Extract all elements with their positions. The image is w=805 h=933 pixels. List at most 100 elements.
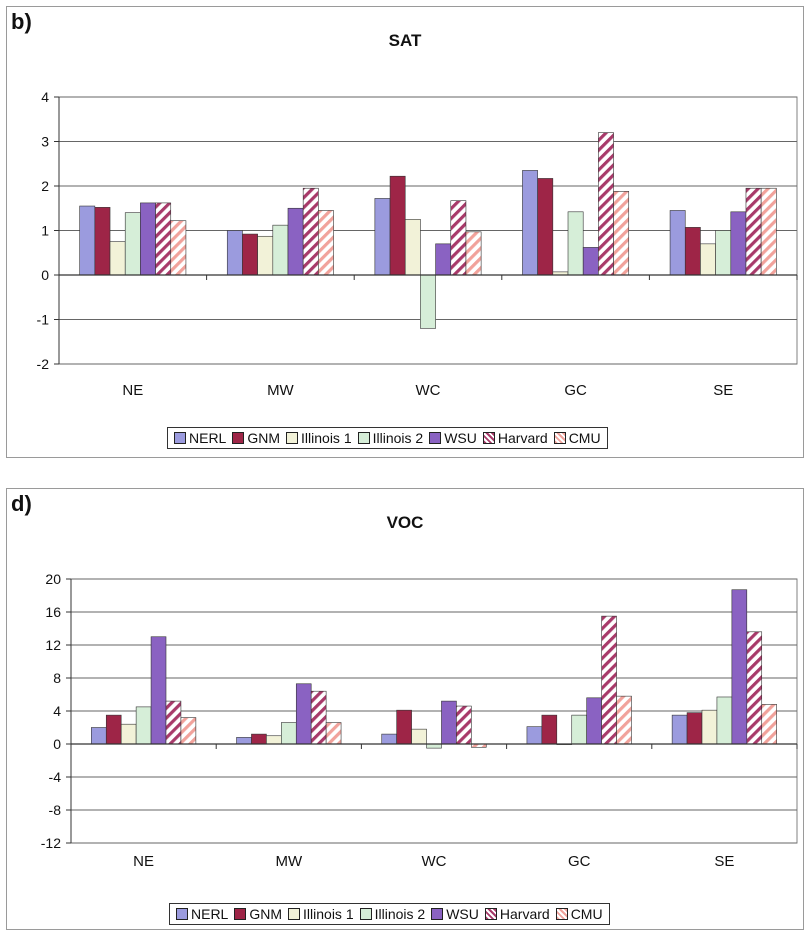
legend-label: Illinois 2 [374,906,426,922]
y-tick-label: -2 [37,356,50,372]
bar-wc-wsu [435,243,452,276]
legend-swatch [357,432,370,444]
sat-chart-panel: b) SAT -2 -1 0 1 2 3 4 NE MW WC GC SE NERL GNM Illino… [6,6,804,458]
bar-mw-gnm [251,733,267,745]
bar-mw-nerl [226,230,243,276]
legend-label: Harvard [499,906,550,922]
bar-mw-illinois-1 [257,235,274,276]
bar-ne-illinois-1 [120,723,137,745]
bar-ne-cmu [170,220,187,276]
legend-item-harvard: Harvard [482,430,548,446]
legend-item-illinois-2: Illinois 2 [357,430,424,446]
bar-gc-wsu [582,247,599,276]
y-tick-label: 0 [53,736,61,752]
bar-wc-gnm [389,175,406,276]
legend-item-gnm: GNM [234,906,282,922]
bar-wc-illinois-2 [420,274,436,329]
chart-legend: NERL GNM Illinois 1 Illinois 2 WSU Harvard CMU [169,903,610,925]
panel-label: b) [11,9,32,34]
legend-swatch [176,908,188,920]
legend-item-illinois-1: Illinois 1 [288,906,354,922]
legend-label: Harvard [497,430,548,446]
y-tick-label: 20 [45,571,61,587]
bar-ne-nerl [79,205,96,276]
panel-label: d) [11,491,32,516]
legend-item-cmu: CMU [555,906,603,922]
legend-swatch [431,908,444,920]
legend-label: Illinois 2 [372,430,424,446]
category-label-se: SE [713,382,733,399]
y-tick-label: -4 [49,769,62,785]
bar-wc-illinois-1 [411,728,427,745]
bar-mw-wsu [295,683,312,745]
bar-mw-illinois-2 [272,224,289,276]
bar-ne-wsu [150,636,167,745]
bar-mw-illinois-2 [281,722,297,745]
chart-legend: NERL GNM Illinois 1 Illinois 2 WSU Harvard CMU [167,427,608,449]
bar-ne-gnm [105,714,122,745]
bar-se-illinois-2 [716,696,733,745]
bar-gc-illinois-2 [567,211,584,276]
legend-item-illinois-1: Illinois 1 [286,430,352,446]
y-tick-label: 8 [53,670,61,686]
bar-wc-illinois-1 [404,219,421,276]
legend-swatch [286,432,299,444]
y-tick-label: 4 [53,703,61,719]
category-label-ne: NE [122,382,143,399]
legend-label: Illinois 1 [301,430,352,446]
chart-title: SAT [388,31,422,50]
category-label-se: SE [714,853,734,870]
legend-label: Illinois 1 [303,906,354,922]
legend-label: WSU [446,906,479,922]
bar-mw-harvard [302,187,319,276]
bar-se-harvard [746,631,763,745]
bar-gc-cmu [616,695,632,745]
bar-mw-harvard [310,690,327,745]
legend-label: GNM [249,906,283,922]
bar-ne-gnm [94,207,111,276]
y-tick-label: 4 [41,89,49,105]
legend-label: WSU [444,430,477,446]
legend-swatch [555,908,568,920]
bar-ne-illinois-2 [135,706,152,745]
chart-title: VOC [386,513,424,532]
bar-se-illinois-1 [700,243,716,276]
legend-label: GNM [247,430,281,446]
bar-se-illinois-1 [701,709,718,745]
bar-wc-illinois-2 [426,743,442,749]
bar-ne-nerl [91,727,107,745]
bar-wc-harvard [456,705,472,745]
category-label-mw: MW [267,382,294,399]
legend-item-harvard: Harvard [484,906,550,922]
bar-gc-gnm [537,178,554,276]
bar-wc-gnm [396,709,412,745]
category-label-wc: WC [422,853,447,870]
voc-chart-plot: -12 -8 -4 0 4 8 12 16 20 NE MW WC GC SE [41,571,798,870]
legend-label: NERL [189,430,227,446]
bar-se-gnm [684,227,701,276]
legend-swatch [359,908,372,920]
legend-item-wsu: WSU [431,906,479,922]
legend-swatch [232,432,245,444]
legend-swatch [174,432,186,444]
bar-se-cmu [760,187,777,276]
bar-mw-nerl [236,737,252,745]
bar-wc-cmu [465,231,482,276]
bar-gc-harvard [598,132,614,276]
bar-se-wsu [730,211,747,276]
bar-wc-harvard [450,200,467,276]
voc-chart-panel: d) VOC -12 -8 -4 0 4 8 12 16 20 NE MW WC GC SE NERL GN… [6,488,804,930]
category-label-wc: WC [416,382,441,399]
y-tick-label: 0 [41,267,49,283]
legend-swatch [553,432,566,444]
legend-swatch [234,908,247,920]
sat-chart-plot: -2 -1 0 1 2 3 4 NE MW WC GC SE [37,89,798,399]
legend-item-nerl: NERL [176,906,228,922]
bar-se-nerl [671,714,688,745]
bar-gc-nerl [526,726,543,745]
bar-se-nerl [669,210,686,276]
legend-swatch [484,908,497,920]
bar-se-gnm [686,712,703,745]
bar-gc-wsu [586,697,602,745]
y-tick-label: -12 [41,835,61,851]
